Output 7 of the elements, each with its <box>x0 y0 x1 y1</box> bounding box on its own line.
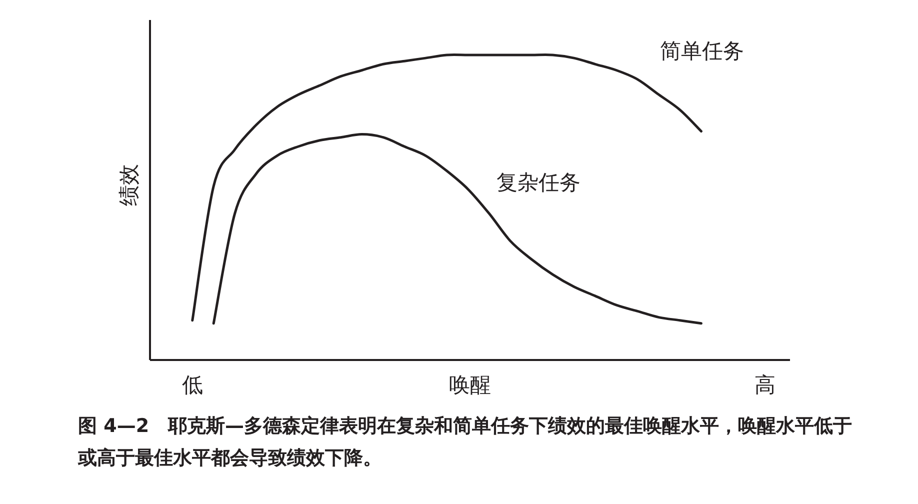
x-axis-title: 唤醒 <box>449 373 491 397</box>
y-axis-title: 绩效 <box>117 164 141 206</box>
caption: 图 4—2 耶克斯—多德森定律表明在复杂和简单任务下绩效的最佳唤醒水平，唤醒水平低于或高于最佳水平都会导致绩效下降。 <box>78 414 854 471</box>
x-tick-label: 低 <box>182 373 203 397</box>
x-tick-label: 高 <box>754 373 776 397</box>
series-label: 复杂任务 <box>496 170 581 194</box>
series-label: 简单任务 <box>660 38 744 63</box>
